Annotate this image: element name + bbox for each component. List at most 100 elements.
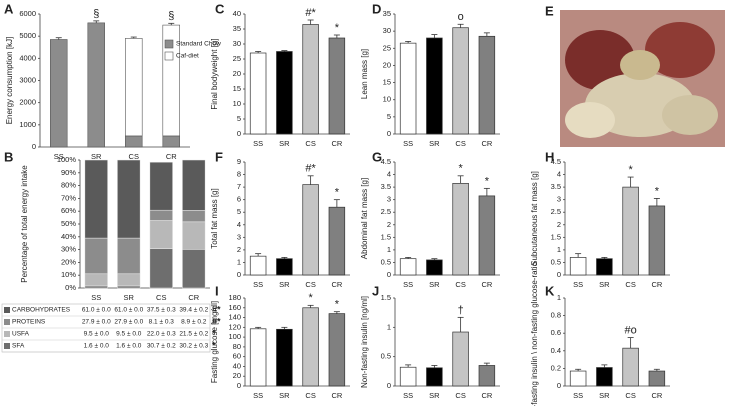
x-tick-label: CR	[651, 280, 662, 289]
annotation: #o	[625, 325, 637, 337]
y-tick-label: 35	[383, 9, 391, 18]
legend-label: Standard Chow	[176, 41, 221, 48]
x-tick-label: CR	[331, 391, 342, 400]
panel-letter: F	[215, 149, 223, 164]
y-tick-label: 3	[387, 195, 391, 204]
x-tick-label: CR	[331, 139, 342, 148]
y-tick-label: 7	[237, 182, 241, 191]
bar-segment	[84, 285, 108, 289]
bar	[399, 366, 417, 387]
panel-letter: G	[372, 149, 382, 164]
y-axis-label: Subcutaneous fat mass [g]	[530, 171, 539, 266]
table-row-label: SFA	[12, 343, 25, 350]
y-tick-label: 0	[387, 270, 391, 279]
annotation: #*	[305, 163, 316, 175]
table-cell: 21.5 ± 0.2	[179, 331, 208, 338]
table-cell: 61.0 ± 0.0	[114, 307, 143, 314]
x-tick-label: SR	[91, 152, 102, 161]
y-axis-label: Final bodyweight [g]	[210, 38, 219, 109]
panel-letter: A	[4, 1, 14, 16]
bar	[328, 206, 346, 276]
y-tick-label: 5000	[19, 31, 36, 40]
photo-fat	[565, 102, 615, 138]
legend-swatch	[4, 307, 10, 313]
y-tick-label: 30	[383, 26, 391, 35]
annotation: #*	[305, 7, 316, 19]
y-tick-label: 100%	[57, 155, 77, 164]
bar	[249, 52, 267, 135]
bar	[648, 205, 666, 276]
x-tick-label: CR	[188, 293, 199, 302]
bar-segment	[182, 159, 206, 211]
legend-swatch	[4, 343, 10, 349]
y-tick-label: 10	[383, 95, 391, 104]
legend-swatch	[4, 319, 10, 325]
annotation: *	[458, 163, 463, 175]
y-tick-label: 9	[237, 157, 241, 166]
y-tick-label: 1	[557, 293, 561, 302]
x-tick-label: CS	[305, 280, 315, 289]
y-tick-label: 60%	[61, 206, 76, 215]
bar-segment	[87, 22, 105, 148]
x-tick-label: SS	[253, 280, 263, 289]
legend-label: Caf-diet	[176, 53, 199, 60]
table-cell: 8.9 ± 0.2	[181, 319, 207, 326]
bar-segment	[84, 159, 108, 239]
x-tick-label: CR	[481, 280, 492, 289]
x-tick-label: SS	[573, 391, 583, 400]
y-tick-label: 0	[387, 381, 391, 390]
x-tick-label: SR	[279, 391, 290, 400]
y-tick-label: 1.5	[381, 293, 391, 302]
panel-letter: H	[545, 149, 554, 164]
x-tick-label: CR	[481, 139, 492, 148]
y-tick-label: 4	[387, 170, 391, 179]
x-tick-label: SS	[573, 280, 583, 289]
y-tick-label: 0.4	[551, 346, 561, 355]
bar	[276, 51, 293, 135]
bar-segment	[117, 285, 141, 289]
y-tick-label: 15	[383, 78, 391, 87]
bar	[399, 42, 417, 135]
table-cell: 30.2 ± 0.3	[179, 343, 208, 350]
x-tick-label: CR	[166, 152, 177, 161]
annotation: *	[485, 175, 490, 187]
table-cell: 61.0 ± 0.0	[82, 307, 111, 314]
y-axis-label: Abdominal fat mass [g]	[360, 178, 369, 259]
table-row-label: PROTEINS	[12, 319, 46, 326]
y-tick-label: 80%	[61, 181, 76, 190]
bar	[622, 186, 639, 276]
y-tick-label: 20	[233, 371, 241, 380]
photo-tissue	[565, 30, 635, 90]
bar-segment	[117, 273, 141, 287]
bar-segment	[149, 209, 173, 221]
y-tick-label: 1	[557, 245, 561, 254]
y-tick-label: 10	[233, 99, 241, 108]
bar	[478, 35, 496, 135]
bar	[399, 258, 417, 276]
y-tick-label: 0.2	[551, 363, 561, 372]
y-tick-label: 5	[237, 114, 241, 123]
bar	[276, 328, 293, 387]
annotation: †	[458, 304, 464, 316]
panel-letter: J	[372, 283, 379, 298]
y-tick-label: 0	[32, 142, 36, 151]
photo-fat	[662, 95, 718, 135]
panel-letter: K	[545, 283, 555, 298]
annotation: #*	[212, 304, 221, 314]
y-tick-label: 15	[233, 84, 241, 93]
panel-letter: E	[545, 3, 554, 18]
y-tick-label: 3.5	[551, 182, 561, 191]
y-tick-label: 4	[557, 170, 561, 179]
y-tick-label: 3	[557, 195, 561, 204]
y-tick-label: 2000	[19, 98, 36, 107]
x-tick-label: CS	[305, 391, 315, 400]
y-tick-label: 0	[557, 381, 561, 390]
bar-segment	[182, 221, 206, 250]
y-tick-label: 20	[233, 69, 241, 78]
annotation: *	[335, 187, 340, 199]
table-cell: 22.0 ± 0.3	[147, 331, 176, 338]
x-tick-label: SR	[429, 139, 440, 148]
x-tick-label: SR	[429, 391, 440, 400]
y-tick-label: 10%	[61, 270, 76, 279]
annotation: §	[168, 10, 174, 22]
